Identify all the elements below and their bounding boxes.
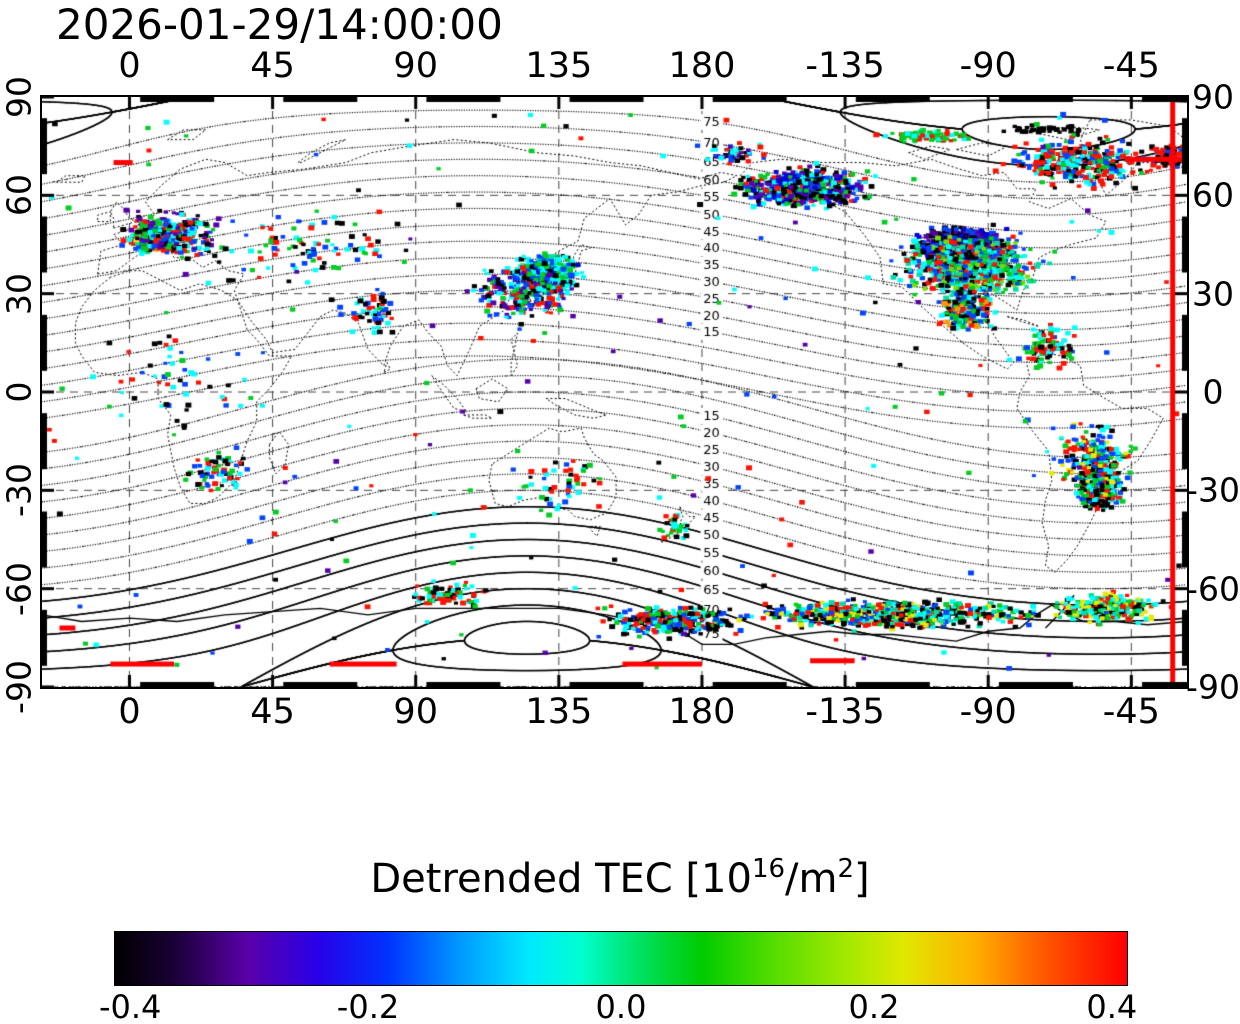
colorbar-title-end: ] bbox=[854, 856, 870, 902]
lat-tick-label-right: -90 bbox=[1186, 667, 1240, 707]
lon-tick-label-top: -135 bbox=[805, 46, 885, 86]
lat-tick-label-left: 60 bbox=[0, 174, 39, 217]
timestamp-title: 2026-01-29/14:00:00 bbox=[56, 0, 503, 49]
lat-tick-label-right: 30 bbox=[1192, 274, 1234, 314]
lat-tick-label-left: 0 bbox=[0, 381, 39, 403]
colorbar-title-text: Detrended TEC [10 bbox=[370, 856, 752, 902]
colorbar-tick-label: 0.0 bbox=[595, 988, 647, 1024]
colorbar-title-mid: /m bbox=[785, 856, 838, 902]
lat-tick-label-right: 90 bbox=[1192, 77, 1234, 117]
lat-tick-label-right: 60 bbox=[1192, 175, 1234, 215]
lat-tick-label-left: 30 bbox=[0, 272, 39, 315]
colorbar bbox=[114, 931, 1128, 986]
lon-tick-label-top: -90 bbox=[959, 46, 1017, 86]
colorbar-tick-label: 0.4 bbox=[1086, 988, 1138, 1024]
map-canvas bbox=[42, 97, 1187, 687]
lat-tick-label-right: 0 bbox=[1202, 372, 1224, 412]
lat-tick-label-right: -30 bbox=[1186, 470, 1240, 510]
colorbar-title-exponent: 16 bbox=[751, 854, 786, 884]
lat-tick-label-left: -60 bbox=[0, 561, 39, 616]
lon-tick-label-bottom: 180 bbox=[668, 692, 736, 732]
lon-tick-label-top: 180 bbox=[668, 46, 736, 86]
lat-tick-label-right: -60 bbox=[1186, 569, 1240, 609]
lon-tick-label-bottom: -135 bbox=[805, 692, 885, 732]
lon-tick-label-bottom: 45 bbox=[250, 692, 295, 732]
lon-tick-label-bottom: -45 bbox=[1102, 692, 1160, 732]
map-plot bbox=[40, 95, 1189, 689]
colorbar-title-exponent2: 2 bbox=[837, 854, 855, 884]
lon-tick-label-bottom: 135 bbox=[525, 692, 593, 732]
lon-tick-label-top: 90 bbox=[393, 46, 438, 86]
lon-tick-label-top: 135 bbox=[525, 46, 593, 86]
lat-tick-label-left: -30 bbox=[0, 463, 39, 518]
lon-tick-label-bottom: -90 bbox=[959, 692, 1017, 732]
lon-tick-label-top: -45 bbox=[1102, 46, 1160, 86]
colorbar-gradient bbox=[115, 932, 1127, 985]
lon-tick-label-bottom: 0 bbox=[118, 692, 141, 732]
colorbar-title: Detrended TEC [1016/m2] bbox=[0, 854, 1240, 902]
lat-tick-label-left: 90 bbox=[0, 76, 39, 118]
lat-tick-label-left: -90 bbox=[0, 660, 39, 714]
lon-tick-label-top: 0 bbox=[118, 46, 141, 86]
colorbar-tick-label: -0.2 bbox=[336, 988, 400, 1024]
colorbar-tick-label: 0.2 bbox=[848, 988, 900, 1024]
colorbar-tick-label: -0.4 bbox=[98, 988, 162, 1024]
lon-tick-label-bottom: 90 bbox=[393, 692, 438, 732]
lon-tick-label-top: 45 bbox=[250, 46, 295, 86]
